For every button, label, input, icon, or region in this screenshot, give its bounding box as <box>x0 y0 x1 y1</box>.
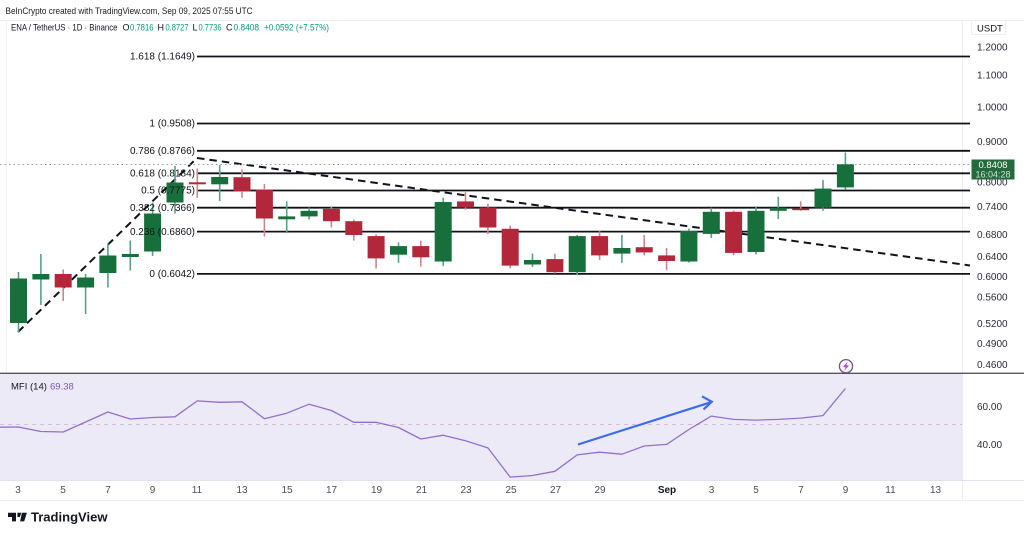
svg-text:40.00: 40.00 <box>977 440 1002 451</box>
svg-text:L: L <box>193 22 198 32</box>
svg-text:69.38: 69.38 <box>50 382 74 393</box>
svg-text:USDT: USDT <box>977 23 1003 34</box>
svg-text:1.1000: 1.1000 <box>977 71 1008 82</box>
svg-text:TradingView: TradingView <box>31 511 108 525</box>
svg-text:0.5600: 0.5600 <box>977 293 1008 304</box>
svg-text:0.236 (0.6860): 0.236 (0.6860) <box>130 227 195 238</box>
svg-text:11: 11 <box>885 485 896 496</box>
svg-text:C: C <box>226 22 233 32</box>
svg-text:7: 7 <box>105 485 111 496</box>
svg-text:29: 29 <box>594 485 606 496</box>
svg-text:19: 19 <box>371 485 383 496</box>
svg-text:9: 9 <box>150 485 156 496</box>
svg-text:1.618 (1.1649): 1.618 (1.1649) <box>130 52 195 63</box>
svg-text:13: 13 <box>236 485 248 496</box>
svg-text:0.4600: 0.4600 <box>977 360 1008 371</box>
svg-text:27: 27 <box>550 485 562 496</box>
svg-text:0.4900: 0.4900 <box>977 339 1008 350</box>
svg-text:3: 3 <box>709 485 715 496</box>
svg-text:0 (0.6042): 0 (0.6042) <box>149 269 195 280</box>
svg-text:0.8727: 0.8727 <box>166 22 189 32</box>
svg-text:0.6000: 0.6000 <box>977 272 1008 283</box>
svg-text:1 (0.9508): 1 (0.9508) <box>149 119 195 130</box>
svg-text:25: 25 <box>505 485 517 496</box>
svg-text:0.6800: 0.6800 <box>977 230 1008 241</box>
svg-text:7: 7 <box>798 485 804 496</box>
svg-text:15: 15 <box>281 485 293 496</box>
svg-text:5: 5 <box>753 485 759 496</box>
svg-text:60.00: 60.00 <box>977 402 1002 413</box>
svg-text:0.8000: 0.8000 <box>977 178 1008 189</box>
svg-text:13: 13 <box>930 485 942 496</box>
svg-text:0.8408: 0.8408 <box>234 22 260 32</box>
svg-text:0.382 (0.7366): 0.382 (0.7366) <box>130 203 195 214</box>
svg-text:BeInCrypto created with Tradin: BeInCrypto created with TradingView.com,… <box>6 6 253 17</box>
svg-text:Sep: Sep <box>658 485 676 496</box>
svg-text:0.5 (0.7775): 0.5 (0.7775) <box>141 186 195 197</box>
svg-text:0.5200: 0.5200 <box>977 319 1008 330</box>
svg-text:1.2000: 1.2000 <box>977 42 1008 53</box>
svg-text:0.7400: 0.7400 <box>977 202 1008 213</box>
svg-text:5: 5 <box>60 485 66 496</box>
svg-text:17: 17 <box>326 485 338 496</box>
svg-text:O: O <box>123 22 130 32</box>
svg-text:16:04:28: 16:04:28 <box>975 169 1010 179</box>
svg-text:23: 23 <box>460 485 472 496</box>
svg-text:H: H <box>158 22 165 32</box>
svg-text:0.7736: 0.7736 <box>199 22 222 32</box>
svg-text:ENA / TetherUS · 1D · Binance: ENA / TetherUS · 1D · Binance <box>11 22 118 32</box>
svg-text:0.786 (0.8766): 0.786 (0.8766) <box>130 146 195 157</box>
svg-text:9: 9 <box>843 485 849 496</box>
svg-text:1.0000: 1.0000 <box>977 103 1008 114</box>
svg-text:0.7816: 0.7816 <box>130 22 154 32</box>
svg-text:MFI (14): MFI (14) <box>11 382 47 393</box>
svg-text:11: 11 <box>192 485 203 496</box>
svg-text:0.618 (0.8184): 0.618 (0.8184) <box>130 169 195 180</box>
svg-text:0.9000: 0.9000 <box>977 137 1008 148</box>
svg-text:0.6400: 0.6400 <box>977 252 1008 263</box>
svg-text:0.8408: 0.8408 <box>978 160 1007 171</box>
svg-text:3: 3 <box>15 485 21 496</box>
svg-text:+0.0592 (+7.57%): +0.0592 (+7.57%) <box>264 22 329 32</box>
svg-text:21: 21 <box>416 485 428 496</box>
